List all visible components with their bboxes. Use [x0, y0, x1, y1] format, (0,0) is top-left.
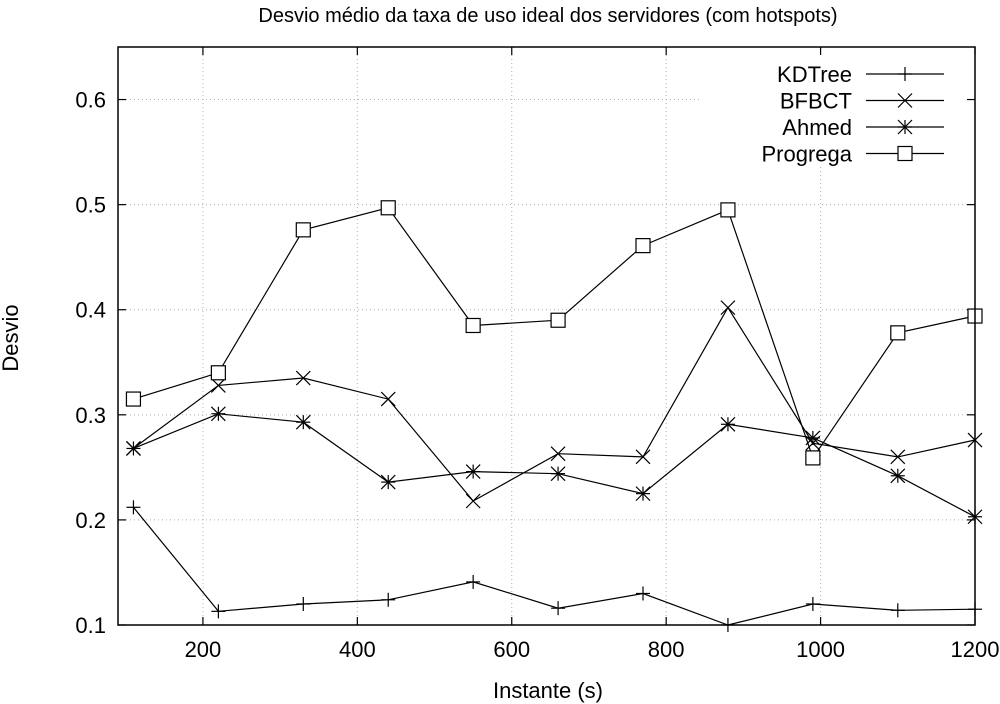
data-point-progrega [890, 325, 906, 341]
x-tick-label: 400 [339, 637, 376, 662]
data-point-ahmed [380, 474, 396, 490]
data-point-progrega [295, 222, 311, 238]
data-point-progrega [465, 317, 481, 334]
x-tick-label: 200 [185, 637, 222, 662]
legend-item-kdtree: KDTree [777, 62, 944, 87]
data-point-bfbct [550, 446, 566, 462]
series-progrega [125, 200, 983, 466]
data-point-ahmed [805, 430, 821, 446]
data-point-ahmed [720, 416, 736, 432]
data-point-progrega [805, 450, 821, 466]
x-tick-label: 1200 [951, 637, 1000, 662]
data-point-bfbct [295, 370, 311, 386]
series-line-ahmed [133, 413, 976, 518]
y-tick-label: 0.1 [75, 613, 106, 638]
data-point-kdtree [805, 596, 820, 611]
data-point-bfbct [720, 300, 736, 316]
legend-item-progrega: Progrega [761, 142, 944, 167]
legend-background-box [700, 50, 967, 166]
y-tick-label: 0.6 [75, 88, 106, 113]
data-point-bfbct [635, 449, 651, 465]
x-tick-label: 1000 [796, 637, 845, 662]
data-point-progrega [550, 312, 566, 328]
y-tick-label: 0.5 [75, 193, 106, 218]
legend-label-progrega: Progrega [761, 142, 852, 167]
legend-label-kdtree: KDTree [777, 62, 852, 87]
data-point-ahmed [465, 464, 481, 479]
data-point-progrega [635, 238, 651, 254]
legend-marker-kdtree [898, 67, 912, 81]
data-point-kdtree [381, 592, 396, 607]
y-tick-label: 0.4 [75, 298, 106, 323]
data-point-ahmed [295, 414, 311, 430]
x-tick-label: 800 [648, 637, 685, 662]
data-point-progrega [720, 202, 736, 218]
data-point-bfbct [465, 493, 481, 509]
data-point-kdtree [296, 596, 311, 611]
series-line-kdtree [132, 506, 976, 626]
ticks-layer: 0.1 0.2 0.3 0.4 0.5 0.6 200 400 600 800 1000 1200 [75, 47, 999, 662]
data-point-ahmed [635, 486, 651, 502]
data-point-ahmed [550, 466, 566, 482]
data-point-ahmed [890, 468, 906, 484]
x-axis-label: Instante (s) [493, 678, 603, 703]
data-point-kdtree [126, 500, 141, 515]
chart-title: Desvio médio da taxa de uso ideal dos se… [258, 5, 837, 27]
data-point-bfbct [890, 449, 906, 465]
y-tick-label: 0.2 [75, 508, 106, 533]
series-layer [125, 200, 983, 632]
legend-label-ahmed: Ahmed [782, 115, 852, 140]
legend-item-bfbct: BFBCT [780, 89, 944, 114]
legend-label-bfbct: BFBCT [780, 89, 852, 114]
x-tick-label: 600 [493, 637, 530, 662]
legend-marker-progrega [897, 145, 913, 162]
legend-background [700, 50, 967, 166]
legend-item-ahmed: Ahmed [782, 115, 944, 140]
legend-marker-ahmed [897, 119, 913, 135]
data-point-kdtree [551, 601, 566, 616]
data-point-ahmed [210, 406, 226, 422]
data-point-kdtree [636, 586, 651, 601]
data-point-progrega [380, 200, 396, 216]
y-axis-label: Desvio [0, 304, 23, 371]
series-line-progrega [133, 207, 976, 460]
data-point-progrega [210, 365, 226, 381]
y-tick-label: 0.3 [75, 403, 106, 428]
data-point-kdtree [466, 574, 481, 589]
data-point-ahmed [126, 441, 141, 456]
legend-marker-bfbct [897, 93, 913, 108]
data-point-bfbct [380, 391, 396, 407]
data-point-progrega [125, 391, 142, 407]
data-point-kdtree [890, 603, 905, 618]
series-ahmed [126, 406, 983, 525]
data-point-kdtree [211, 604, 226, 619]
plot-frame [117, 46, 976, 626]
data-point-bfbct [210, 377, 226, 393]
